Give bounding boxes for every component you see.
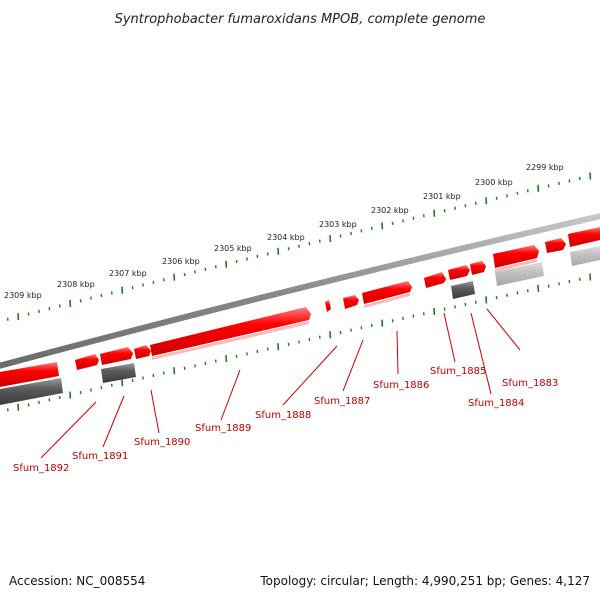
gene-shadow bbox=[364, 293, 410, 308]
gene-box[interactable] bbox=[570, 246, 600, 266]
gene-shadow bbox=[495, 259, 537, 272]
genome-summary-text: Topology: circular; Length: 4,990,251 bp… bbox=[260, 574, 590, 588]
scale-label-2307: 2307 kbp bbox=[109, 269, 147, 278]
gene-arrow[interactable] bbox=[100, 347, 133, 365]
scale-label-2308: 2308 kbp bbox=[57, 280, 95, 289]
scale-label-2299: 2299 kbp bbox=[526, 163, 564, 172]
genome-backbone bbox=[0, 213, 600, 369]
gene-label-sfum-1883[interactable]: Sfum_1883 bbox=[502, 378, 558, 389]
gene-arrow[interactable] bbox=[325, 300, 331, 312]
gene-label-sfum-1889[interactable]: Sfum_1889 bbox=[195, 423, 251, 434]
gene-labels: Sfum_1883 Sfum_1884 Sfum_1885 Sfum_1886 … bbox=[13, 366, 558, 474]
scale-label-2304: 2304 kbp bbox=[267, 233, 305, 242]
gene-callout-lines bbox=[40, 308, 521, 459]
gene-label-sfum-1887[interactable]: Sfum_1887 bbox=[314, 396, 370, 407]
gene-label-sfum-1885[interactable]: Sfum_1885 bbox=[430, 366, 486, 377]
gene-arrow[interactable] bbox=[470, 261, 486, 275]
gene-arrow[interactable] bbox=[493, 245, 539, 268]
gene-label-sfum-1890[interactable]: Sfum_1890 bbox=[134, 437, 190, 448]
forward-strand-genes bbox=[0, 227, 600, 387]
gene-box[interactable] bbox=[495, 262, 544, 286]
gene-label-sfum-1891[interactable]: Sfum_1891 bbox=[72, 451, 128, 462]
gene-arrow[interactable] bbox=[568, 227, 600, 247]
gene-arrow[interactable] bbox=[424, 272, 446, 288]
scale-label-2303: 2303 kbp bbox=[319, 220, 357, 229]
scale-label-2300: 2300 kbp bbox=[475, 178, 513, 187]
gene-arrow[interactable] bbox=[75, 354, 99, 370]
reverse-strand-genes bbox=[0, 246, 600, 405]
gene-box[interactable] bbox=[0, 378, 63, 405]
scale-label-2306: 2306 kbp bbox=[162, 257, 200, 266]
scale-label-2301: 2301 kbp bbox=[423, 192, 461, 201]
gene-label-sfum-1886[interactable]: Sfum_1886 bbox=[373, 380, 429, 391]
gene-box[interactable] bbox=[451, 281, 475, 299]
gene-arrow[interactable] bbox=[134, 345, 151, 359]
gene-label-sfum-1888[interactable]: Sfum_1888 bbox=[255, 410, 311, 421]
scale-label-2302: 2302 kbp bbox=[371, 206, 409, 215]
gene-label-sfum-1892[interactable]: Sfum_1892 bbox=[13, 463, 69, 474]
gene-arrow[interactable] bbox=[448, 265, 470, 280]
map-title: Syntrophobacter fumaroxidans MPOB, compl… bbox=[115, 12, 486, 27]
gene-arrow[interactable] bbox=[150, 307, 311, 356]
gene-arrow[interactable] bbox=[545, 238, 566, 253]
gene-arrow[interactable] bbox=[0, 362, 59, 387]
gene-box[interactable] bbox=[101, 363, 136, 383]
scale-label-2309: 2309 kbp bbox=[4, 291, 42, 300]
inner-scale-ticks bbox=[6, 273, 592, 412]
scale-labels: 2299 kbp 2300 kbp 2301 kbp 2302 kbp 2303… bbox=[4, 163, 564, 300]
gene-shadow bbox=[152, 321, 309, 360]
accession-text: Accession: NC_008554 bbox=[9, 574, 146, 588]
gene-label-sfum-1884[interactable]: Sfum_1884 bbox=[468, 398, 524, 409]
outer-scale-ticks bbox=[6, 172, 592, 321]
gene-arrow[interactable] bbox=[362, 281, 412, 304]
gene-arrow[interactable] bbox=[343, 295, 359, 309]
scale-label-2305: 2305 kbp bbox=[214, 244, 252, 253]
